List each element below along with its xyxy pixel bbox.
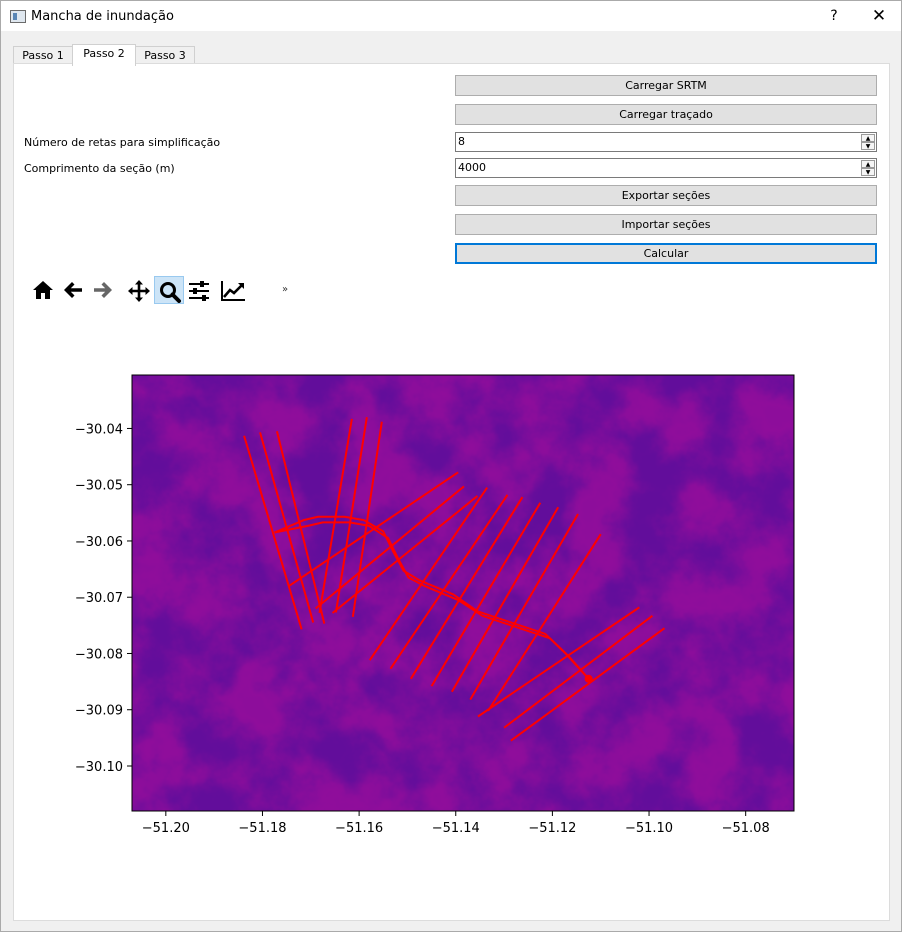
section-line xyxy=(409,496,524,680)
section-line xyxy=(331,495,479,614)
num-lines-spinbox[interactable]: 8 ▲ ▼ xyxy=(455,132,877,152)
axes-border xyxy=(131,374,795,812)
section-line xyxy=(487,533,602,712)
x-tick-label: −51.14 xyxy=(432,821,480,836)
y-axis: −30.04 −30.05 −30.06 −30.07 −30.08 −30.09 −30.… xyxy=(75,422,132,775)
calculate-button[interactable]: Calcular xyxy=(455,243,877,264)
tab-passo-1[interactable]: Passo 1 xyxy=(13,46,73,65)
section-line xyxy=(389,494,509,670)
forward-arrow-icon[interactable] xyxy=(88,276,118,304)
x-tick-label: −51.10 xyxy=(625,821,673,836)
section-line xyxy=(477,606,640,718)
spin-up-icon[interactable]: ▲ xyxy=(861,160,875,168)
help-button[interactable]: ? xyxy=(830,8,838,24)
y-tick-label: −30.09 xyxy=(75,704,123,719)
load-trace-button[interactable]: Carregar traçado xyxy=(455,104,877,125)
river-trace xyxy=(274,515,590,680)
section-line xyxy=(469,513,579,701)
close-button[interactable]: ✕ xyxy=(871,6,887,26)
window-title: Mancha de inundação xyxy=(31,9,174,24)
x-tick-label: −51.16 xyxy=(335,821,383,836)
section-line xyxy=(334,417,368,613)
x-tick-label: −51.20 xyxy=(142,821,190,836)
y-tick-label: −30.04 xyxy=(75,422,123,437)
back-arrow-icon[interactable] xyxy=(58,276,88,304)
spin-down-icon[interactable]: ▼ xyxy=(861,142,875,150)
y-tick-label: −30.10 xyxy=(75,760,123,775)
y-tick-label: −30.08 xyxy=(75,647,123,662)
dem-plot[interactable]: −51.20 −51.18 −51.16 −51.14 −51.12 −51.10 −51.… xyxy=(14,64,889,920)
river-line xyxy=(274,521,590,680)
subplots-icon[interactable] xyxy=(184,276,214,304)
section-length-label: Comprimento da seção (m) xyxy=(24,162,175,175)
x-tick-label: −51.08 xyxy=(722,821,770,836)
section-line xyxy=(314,485,465,610)
num-lines-value: 8 xyxy=(458,135,465,148)
tab-passo-2[interactable]: Passo 2 xyxy=(72,44,136,66)
section-line xyxy=(451,506,560,693)
x-axis: −51.20 −51.18 −51.16 −51.14 −51.12 −51.10 −51.… xyxy=(142,811,770,836)
end-marker xyxy=(584,674,593,683)
section-line xyxy=(503,614,654,729)
app-icon xyxy=(10,10,26,23)
zoom-icon[interactable] xyxy=(154,276,184,304)
y-tick-label: −30.07 xyxy=(75,591,123,606)
y-tick-label: −30.06 xyxy=(75,535,123,550)
spin-arrows[interactable]: ▲ ▼ xyxy=(861,134,875,150)
spin-down-icon[interactable]: ▼ xyxy=(861,168,875,176)
title-bar[interactable]: Mancha de inundação ? ✕ xyxy=(1,1,901,31)
pan-icon[interactable] xyxy=(124,276,154,304)
section-line xyxy=(351,421,383,618)
section-length-spinbox[interactable]: 4000 ▲ ▼ xyxy=(455,158,877,178)
export-sections-button[interactable]: Exportar seções xyxy=(455,185,877,206)
edit-curves-icon[interactable] xyxy=(216,276,246,304)
section-length-value: 4000 xyxy=(458,161,486,174)
spin-arrows[interactable]: ▲ ▼ xyxy=(861,160,875,176)
x-tick-label: −51.18 xyxy=(238,821,286,836)
section-line xyxy=(510,627,666,742)
section-line xyxy=(243,435,303,630)
home-icon[interactable] xyxy=(28,276,58,304)
end-point xyxy=(584,674,593,683)
tab-panel: Carregar SRTM Carregar traçado Número de… xyxy=(13,63,890,921)
section-line xyxy=(368,486,488,661)
load-srtm-button[interactable]: Carregar SRTM xyxy=(455,75,877,96)
plot-frame xyxy=(131,374,795,812)
toolbar-overflow-icon[interactable]: » xyxy=(282,284,289,295)
spin-up-icon[interactable]: ▲ xyxy=(861,134,875,142)
section-line xyxy=(430,502,542,687)
y-tick-label: −30.05 xyxy=(75,479,123,494)
num-lines-label: Número de retas para simplificação xyxy=(24,136,221,149)
river-line xyxy=(274,515,590,680)
import-sections-button[interactable]: Importar seções xyxy=(455,214,877,235)
x-tick-label: −51.12 xyxy=(528,821,576,836)
